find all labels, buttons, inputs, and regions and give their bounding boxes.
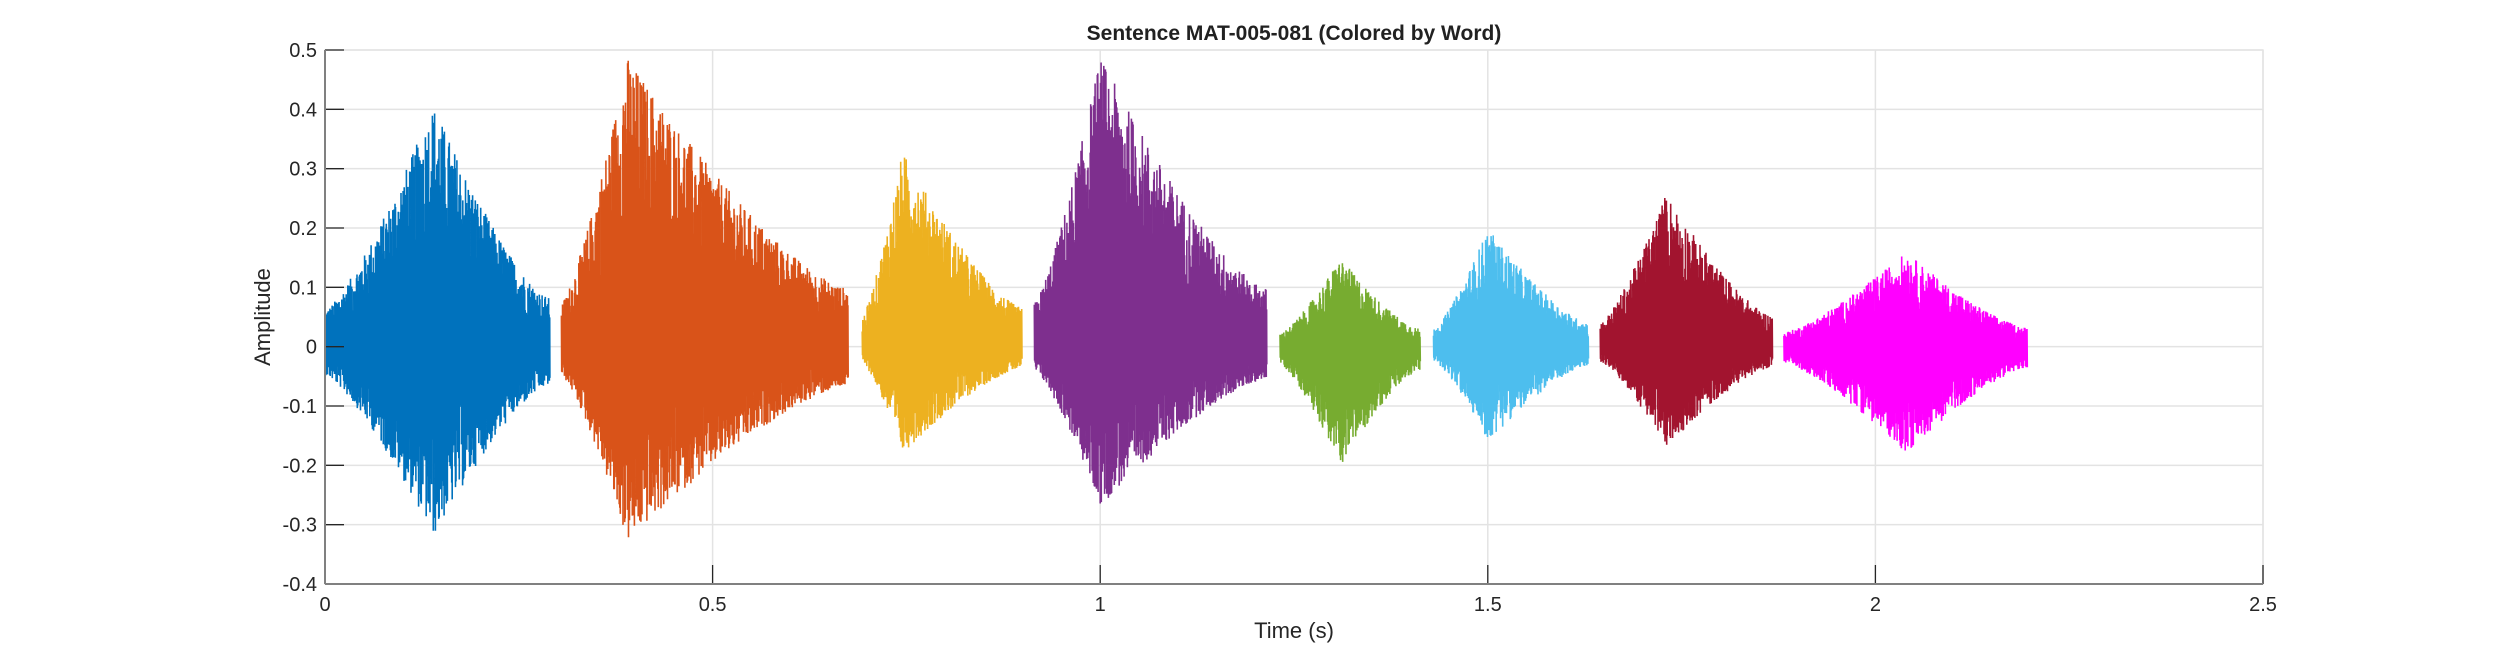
y-tick-label: 0.3 <box>289 159 317 181</box>
waveform-word-6 <box>1432 235 1590 438</box>
y-tick-label: 0.4 <box>289 99 317 121</box>
waveform-word-2 <box>560 60 849 538</box>
x-tick-label: 1.5 <box>1474 594 1502 616</box>
y-tick-label: 0 <box>306 337 317 359</box>
x-tick-label: 0 <box>319 594 330 616</box>
y-tick-label: 0.2 <box>289 218 317 240</box>
waveform-word-7 <box>1599 197 1774 445</box>
y-tick-label: 0.1 <box>289 277 317 299</box>
waveform-word-3 <box>861 157 1023 448</box>
y-tick-label: -0.1 <box>283 396 317 418</box>
y-axis-label: Amplitude <box>250 268 275 366</box>
x-axis-label: Time (s) <box>1254 618 1334 643</box>
x-tick-label: 2.5 <box>2249 594 2277 616</box>
x-tick-label: 1 <box>1095 594 1106 616</box>
y-tick-label: -0.3 <box>283 515 317 537</box>
waveform-word-4 <box>1033 62 1268 504</box>
y-tick-label: -0.2 <box>283 455 317 477</box>
waveform-word-8 <box>1783 256 2029 451</box>
x-tick-label: 0.5 <box>699 594 727 616</box>
x-tick-label: 2 <box>1870 594 1881 616</box>
waveform-word-1 <box>324 113 551 531</box>
chart-title: Sentence MAT-005-081 (Colored by Word) <box>1087 22 1502 45</box>
axes: 0 0.5 1 1.5 2 2.5 -0.4 -0.3 -0.2 -0.1 0 0.1 0.2 0.3 0.… <box>283 40 2277 616</box>
waveform-word-5 <box>1279 263 1422 462</box>
y-tick-label: -0.4 <box>283 574 317 596</box>
y-tick-label: 0.5 <box>289 40 317 62</box>
